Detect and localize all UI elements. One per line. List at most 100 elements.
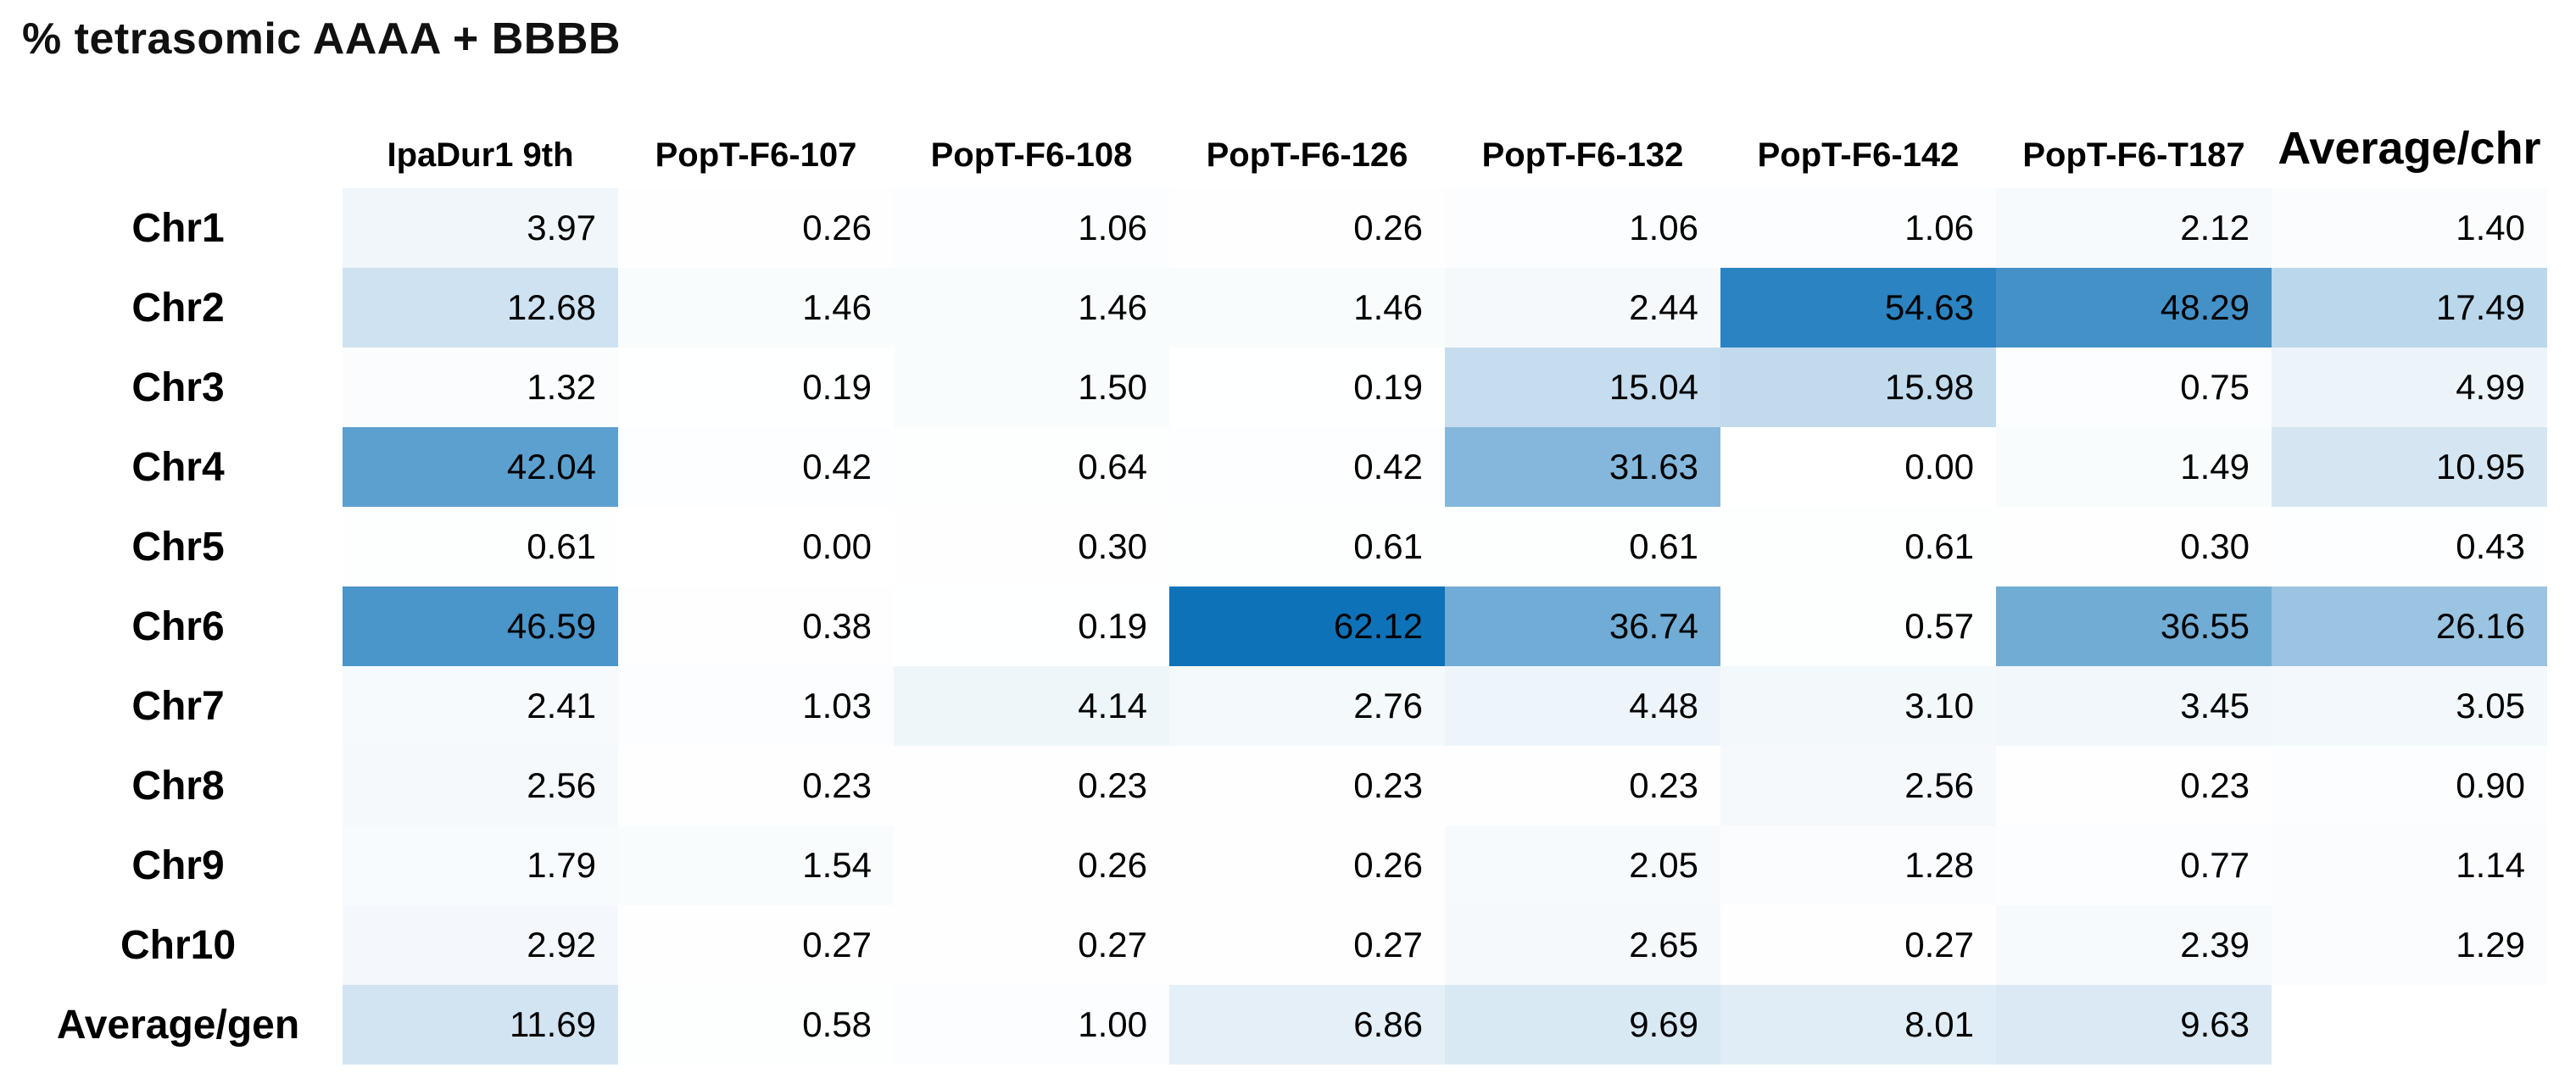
page-title: % tetrasomic AAAA + BBBB — [22, 14, 621, 64]
heatmap-cell: 1.50 — [894, 347, 1169, 427]
heatmap-cell: 1.06 — [894, 188, 1169, 268]
heatmap-cell: 1.14 — [2272, 826, 2547, 905]
heatmap-cell: 0.23 — [894, 746, 1169, 826]
heatmap-cell: 0.19 — [618, 347, 894, 427]
corner-cell — [22, 86, 343, 188]
heatmap-cell: 1.32 — [343, 347, 618, 427]
heatmap-cell: 0.27 — [894, 905, 1169, 985]
heatmap-cell: 46.59 — [343, 586, 618, 666]
heatmap-cell: 31.63 — [1445, 427, 1720, 507]
column-header: PopT-F6-108 — [930, 136, 1133, 174]
heatmap-cell: 15.98 — [1720, 347, 1996, 427]
heatmap-cell: 0.23 — [1445, 746, 1720, 826]
heatmap-cell: 36.74 — [1445, 586, 1720, 666]
heatmap-cell: 0.75 — [1996, 347, 2272, 427]
heatmap-cell: 0.30 — [1996, 507, 2272, 586]
heatmap-cell: 11.69 — [343, 985, 618, 1065]
heatmap-table: IpaDur1 9th PopT-F6-107 PopT-F6-108 PopT-F6… — [22, 86, 2576, 1065]
heatmap-cell: 0.90 — [2272, 746, 2547, 826]
heatmap-cell: 2.56 — [343, 746, 618, 826]
heatmap-cell: 0.30 — [894, 507, 1169, 586]
heatmap-cell: 4.48 — [1445, 666, 1720, 746]
heatmap-cell: 9.69 — [1445, 985, 1720, 1065]
heatmap-cell: 0.43 — [2272, 507, 2547, 586]
heatmap-cell: 4.14 — [894, 666, 1169, 746]
row-label: Chr5 — [131, 524, 225, 570]
heatmap-cell: 3.05 — [2272, 666, 2547, 746]
heatmap-cell: 0.58 — [618, 985, 894, 1065]
column-header: IpaDur1 9th — [387, 136, 574, 174]
heatmap-cell: 54.63 — [1720, 268, 1996, 347]
column-header: PopT-F6-T187 — [2022, 136, 2245, 174]
heatmap-cell: 1.29 — [2272, 905, 2547, 985]
heatmap-cell: 15.04 — [1445, 347, 1720, 427]
heatmap-cell: 26.16 — [2272, 586, 2547, 666]
heatmap-cell: 0.38 — [618, 586, 894, 666]
heatmap-cell: 0.00 — [618, 507, 894, 586]
heatmap-cell: 1.03 — [618, 666, 894, 746]
heatmap-cell: 2.76 — [1169, 666, 1445, 746]
heatmap-cell: 2.41 — [343, 666, 618, 746]
heatmap-cell: 1.49 — [1996, 427, 2272, 507]
heatmap-cell: 2.44 — [1445, 268, 1720, 347]
heatmap-cell: 3.97 — [343, 188, 618, 268]
row-label: Chr6 — [131, 603, 225, 649]
heatmap-cell: 0.27 — [1169, 905, 1445, 985]
row-label: Average/gen — [56, 1002, 300, 1048]
heatmap-cell: 9.63 — [1996, 985, 2272, 1065]
row-label: Chr7 — [131, 683, 225, 729]
heatmap-cell: 0.61 — [1169, 507, 1445, 586]
column-header: PopT-F6-107 — [655, 136, 857, 174]
heatmap-cell: 1.40 — [2272, 188, 2547, 268]
heatmap-cell: 1.06 — [1720, 188, 1996, 268]
heatmap-cell: 12.68 — [343, 268, 618, 347]
heatmap-cell: 2.56 — [1720, 746, 1996, 826]
row-label: Chr1 — [131, 205, 225, 251]
heatmap-cell: 1.46 — [894, 268, 1169, 347]
heatmap-cell: 2.12 — [1996, 188, 2272, 268]
row-label: Chr8 — [131, 763, 225, 809]
heatmap-cell: 36.55 — [1996, 586, 2272, 666]
column-header: PopT-F6-132 — [1481, 136, 1684, 174]
heatmap-cell: 0.61 — [343, 507, 618, 586]
row-label: Chr3 — [131, 364, 225, 410]
heatmap-cell: 0.23 — [1169, 746, 1445, 826]
heatmap-cell: 1.00 — [894, 985, 1169, 1065]
heatmap-cell: 2.39 — [1996, 905, 2272, 985]
heatmap-cell — [2272, 985, 2547, 1065]
heatmap-cell: 0.77 — [1996, 826, 2272, 905]
heatmap-cell: 3.45 — [1996, 666, 2272, 746]
row-label: Chr4 — [131, 444, 225, 490]
heatmap-cell: 17.49 — [2272, 268, 2547, 347]
heatmap-cell: 1.54 — [618, 826, 894, 905]
heatmap-cell: 0.26 — [1169, 188, 1445, 268]
heatmap-cell: 10.95 — [2272, 427, 2547, 507]
heatmap-cell: 0.23 — [1996, 746, 2272, 826]
heatmap-cell: 2.92 — [343, 905, 618, 985]
heatmap-cell: 0.61 — [1445, 507, 1720, 586]
heatmap-cell: 2.05 — [1445, 826, 1720, 905]
heatmap-cell: 0.57 — [1720, 586, 1996, 666]
column-header: PopT-F6-142 — [1757, 136, 1960, 174]
heatmap-cell: 3.10 — [1720, 666, 1996, 746]
row-label: Chr9 — [131, 842, 225, 888]
heatmap-cell: 48.29 — [1996, 268, 2272, 347]
heatmap-cell: 0.19 — [1169, 347, 1445, 427]
heatmap-cell: 0.00 — [1720, 427, 1996, 507]
heatmap-cell: 0.19 — [894, 586, 1169, 666]
heatmap-cell: 8.01 — [1720, 985, 1996, 1065]
heatmap-cell: 0.42 — [618, 427, 894, 507]
heatmap-cell: 62.12 — [1169, 586, 1445, 666]
column-header: Average/chr — [2278, 123, 2541, 174]
heatmap-cell: 0.26 — [618, 188, 894, 268]
heatmap-cell: 0.26 — [894, 826, 1169, 905]
heatmap-cell: 0.27 — [1720, 905, 1996, 985]
row-label: Chr10 — [120, 922, 237, 968]
heatmap-cell: 1.06 — [1445, 188, 1720, 268]
heatmap-cell: 0.23 — [618, 746, 894, 826]
heatmap-cell: 0.26 — [1169, 826, 1445, 905]
heatmap-cell: 0.61 — [1720, 507, 1996, 586]
heatmap-cell: 1.46 — [1169, 268, 1445, 347]
heatmap-cell: 42.04 — [343, 427, 618, 507]
